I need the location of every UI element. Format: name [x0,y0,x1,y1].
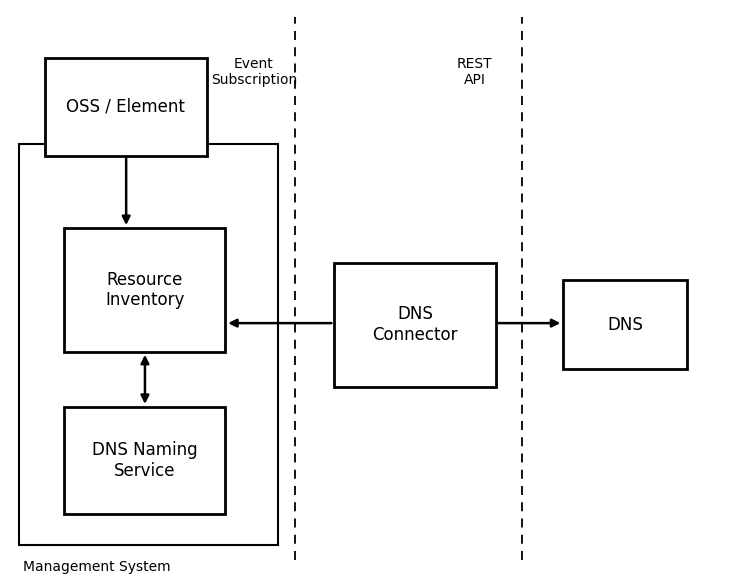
FancyArrowPatch shape [499,320,558,327]
Text: REST
API: REST API [457,57,493,87]
Text: DNS
Connector: DNS Connector [372,305,457,344]
Bar [563,280,687,369]
Text: OSS / Element: OSS / Element [66,98,185,116]
Text: Management System: Management System [23,560,170,574]
Bar [64,228,225,352]
Text: Event
Subscription: Event Subscription [211,57,297,87]
Bar [64,407,225,514]
FancyArrowPatch shape [123,159,129,222]
FancyArrowPatch shape [231,320,331,327]
Bar [45,58,207,156]
Bar [19,144,278,545]
Text: DNS: DNS [608,316,643,334]
Text: Resource
Inventory: Resource Inventory [105,271,184,309]
Text: DNS Naming
Service: DNS Naming Service [92,441,198,479]
Bar [334,263,496,387]
FancyArrowPatch shape [142,358,148,401]
